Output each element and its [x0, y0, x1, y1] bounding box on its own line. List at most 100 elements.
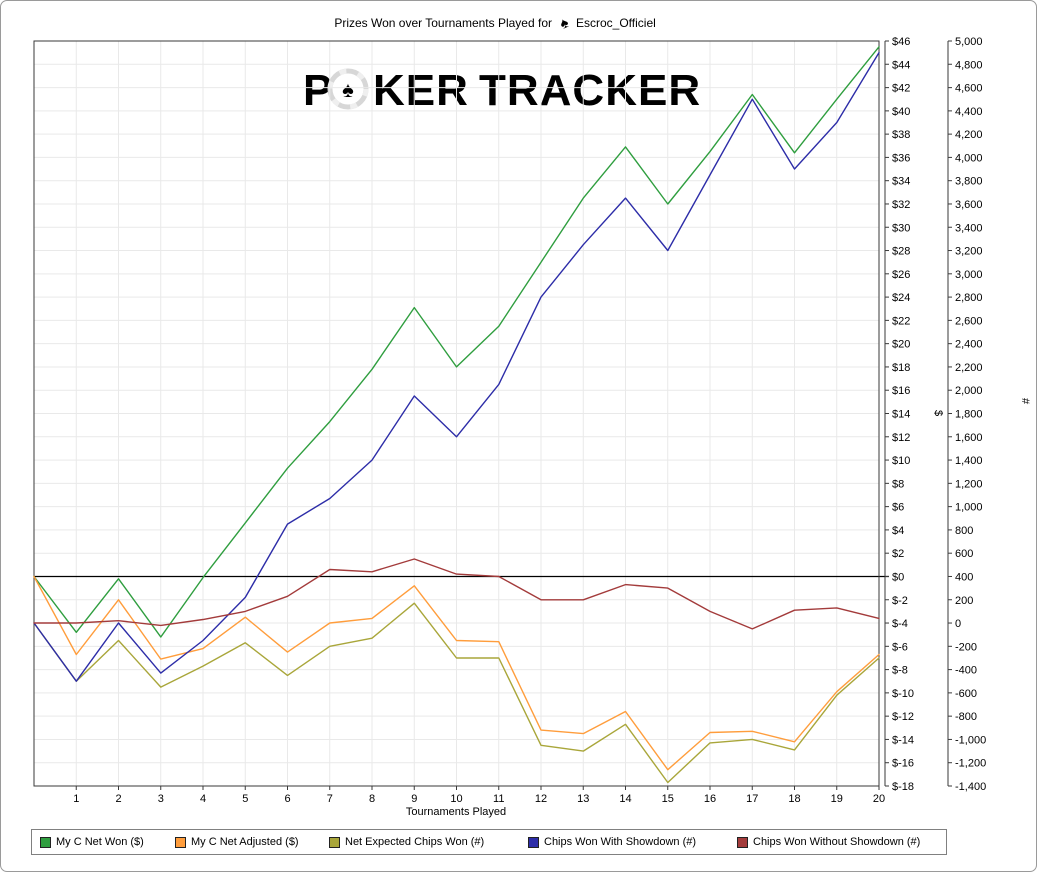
dollar-tick-label: $6 [892, 502, 904, 514]
watermark-ker: KER [373, 66, 469, 115]
dollar-tick-label: $16 [892, 385, 910, 397]
x-tick-label: 4 [200, 793, 206, 805]
dollar-tick-label: $-4 [892, 618, 908, 630]
gridlines [34, 40, 879, 787]
watermark-p: P [303, 66, 333, 115]
dollar-tick-label: $2 [892, 548, 904, 560]
dollar-tick-label: $0 [892, 571, 904, 583]
count-tick-label: 1,800 [955, 409, 983, 421]
x-tick-label: 12 [535, 793, 547, 805]
dollar-tick-label: $40 [892, 106, 910, 118]
dollar-tick-label: $32 [892, 199, 910, 211]
legend-swatch [329, 836, 340, 848]
series-chips-won-without-showdown [33, 558, 880, 630]
dollar-tick-label: $-16 [892, 758, 914, 770]
chip-spade-icon: ♠ [342, 77, 354, 102]
count-tick-label: -600 [955, 688, 977, 700]
legend-label: Chips Won Without Showdown (#) [753, 836, 921, 848]
dollar-tick-label: $30 [892, 222, 910, 234]
count-tick-label: 600 [955, 548, 973, 560]
dollar-axis-unit-label: $ [932, 410, 944, 416]
dollar-tick-label: $24 [892, 292, 910, 304]
legend-label: Net Expected Chips Won (#) [345, 836, 485, 848]
dollar-tick-label: $4 [892, 525, 904, 537]
x-tick-label: 7 [327, 793, 333, 805]
x-tick-label: 11 [493, 793, 504, 805]
x-tick-label: 16 [704, 793, 716, 805]
dollar-tick-label: $46 [892, 36, 910, 48]
legend-swatch [737, 836, 748, 848]
x-tick-label: 1 [73, 793, 79, 805]
legend-item: Chips Won Without Showdown (#) [737, 830, 920, 854]
dollar-tick-label: $-6 [892, 641, 908, 653]
x-tick-label: 8 [369, 793, 375, 805]
legend-swatch [528, 836, 539, 848]
count-tick-label: 5,000 [955, 36, 983, 48]
chart-title-prefix: Prizes Won over Tournaments Played for [334, 16, 552, 30]
dollar-tick-label: $-10 [892, 688, 914, 700]
dollar-tick-label: $8 [892, 478, 904, 490]
x-tick-label: 15 [662, 793, 674, 805]
dollar-tick-label: $28 [892, 246, 910, 258]
x-tick-label: 6 [284, 793, 290, 805]
x-tick-label: 17 [746, 793, 758, 805]
dollar-tick-label: $18 [892, 362, 910, 374]
x-tick-label: 3 [158, 793, 164, 805]
x-tick-label: 19 [831, 793, 843, 805]
pokertracker-watermark: P ♠ KER TRACKER [303, 66, 701, 115]
count-tick-label: 400 [955, 571, 973, 583]
count-tick-label: 4,200 [955, 129, 983, 141]
dollar-tick-label: $34 [892, 176, 910, 188]
series-my-c-net-adjusted [33, 575, 880, 771]
count-tick-label: 1,000 [955, 502, 983, 514]
dollar-tick-label: $42 [892, 83, 910, 95]
count-tick-label: -1,200 [955, 758, 986, 770]
dollar-tick-label: $44 [892, 59, 910, 71]
x-tick-label: 14 [619, 793, 631, 805]
count-tick-label: 4,600 [955, 83, 983, 95]
count-axis-unit-label: # [1019, 398, 1031, 405]
count-tick-label: 3,800 [955, 176, 983, 188]
dollar-tick-label: $-12 [892, 711, 914, 723]
dollar-tick-label: $-18 [892, 781, 914, 793]
count-tick-label: -800 [955, 711, 977, 723]
legend-item: My C Net Won ($) [40, 830, 144, 854]
count-tick-label: 4,800 [955, 59, 983, 71]
dollar-tick-label: $-2 [892, 595, 908, 607]
dollar-tick-label: $26 [892, 269, 910, 281]
dollar-tick-label: $20 [892, 339, 910, 351]
x-tick-label: 9 [411, 793, 417, 805]
legend-label: Chips Won With Showdown (#) [544, 836, 697, 848]
pink-spade-icon: ♠ [557, 14, 571, 33]
count-tick-label: 1,600 [955, 432, 983, 444]
dollar-axis: $46 $44 $42 $40 $38 $36 $34 $32 $30 $28 $26 $24 $22 $… [884, 36, 914, 793]
watermark-tracker: TRACKER [479, 66, 701, 115]
player-name: Escroc_Officiel [576, 16, 656, 30]
x-axis-title: Tournaments Played [406, 806, 506, 818]
count-tick-label: 2,800 [955, 292, 983, 304]
legend-item: My C Net Adjusted ($) [175, 830, 299, 854]
count-tick-label: 4,000 [955, 152, 983, 164]
count-tick-label: 200 [955, 595, 973, 607]
dollar-tick-label: $-14 [892, 734, 914, 746]
legend: My C Net Won ($) My C Net Adjusted ($) Net… [31, 829, 947, 855]
x-axis: 1 2 3 4 5 6 7 8 9 10 11 12 13 14 15 16 17 18 19 20 [73, 786, 885, 805]
count-tick-label: 3,600 [955, 199, 983, 211]
x-tick-label: 5 [242, 793, 248, 805]
count-tick-label: 4,400 [955, 106, 983, 118]
legend-swatch [175, 836, 186, 848]
series-my-c-net-won [33, 46, 880, 638]
count-tick-label: 3,000 [955, 269, 983, 281]
dollar-tick-label: $10 [892, 455, 910, 467]
count-tick-label: 800 [955, 525, 973, 537]
count-tick-label: 2,200 [955, 362, 983, 374]
legend-item: Net Expected Chips Won (#) [329, 830, 484, 854]
count-tick-label: 1,400 [955, 455, 983, 467]
count-tick-label: 2,600 [955, 315, 983, 327]
x-tick-label: 2 [115, 793, 121, 805]
dollar-tick-label: $22 [892, 315, 910, 327]
poker-chip-edge-icon [327, 68, 369, 110]
legend-item: Chips Won With Showdown (#) [528, 830, 696, 854]
legend-label: My C Net Adjusted ($) [191, 836, 299, 848]
